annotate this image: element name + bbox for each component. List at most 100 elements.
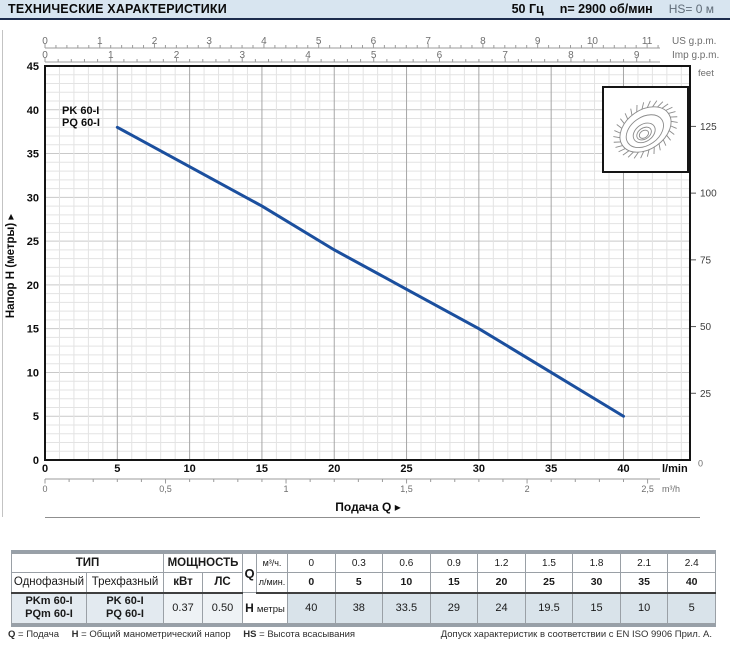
speed-value: n= 2900 об/мин xyxy=(559,2,653,16)
svg-text:4: 4 xyxy=(305,50,311,61)
kw-value: 0.37 xyxy=(163,592,203,624)
svg-text:0: 0 xyxy=(42,50,48,61)
svg-text:PQ 60-I: PQ 60-I xyxy=(62,117,100,129)
svg-text:7: 7 xyxy=(425,36,431,47)
h-m-cell: 19.5 xyxy=(524,592,574,624)
q-lmin-cell: 15 xyxy=(429,572,479,594)
svg-text:PK 60-I: PK 60-I xyxy=(62,105,99,117)
svg-text:m³/h: m³/h xyxy=(662,484,680,494)
h-m-cell: 5 xyxy=(667,592,716,624)
svg-text:2: 2 xyxy=(174,50,180,61)
q-m3h-cell: 0.3 xyxy=(334,553,384,573)
q-lmin-cell: 40 xyxy=(667,572,716,594)
frequency-value: 50 Гц xyxy=(511,2,544,16)
svg-text:9: 9 xyxy=(634,50,640,61)
svg-text:5: 5 xyxy=(33,411,39,423)
svg-text:125: 125 xyxy=(700,122,717,133)
svg-text:0,5: 0,5 xyxy=(159,484,172,494)
impeller-diagram xyxy=(602,86,689,173)
three-phase-models: PK 60-I PQ 60-I xyxy=(86,592,164,624)
q-unit-m3h: м³/ч. xyxy=(256,553,288,573)
spec-table: ТИП МОЩНОСТЬ Q м³/ч. 0 0.3 0.6 0.9 1.2 1… xyxy=(11,550,716,627)
grid xyxy=(45,66,690,460)
svg-text:5: 5 xyxy=(114,463,120,475)
hp-value: 0.50 xyxy=(202,592,243,624)
power-header: МОЩНОСТЬ xyxy=(163,553,243,573)
svg-text:35: 35 xyxy=(27,149,39,161)
svg-text:1: 1 xyxy=(284,484,289,494)
q-m3h-cell: 0 xyxy=(287,553,336,573)
h-m-cell: 40 xyxy=(287,592,336,624)
svg-text:2: 2 xyxy=(152,36,158,47)
q-m3h-cell: 0.9 xyxy=(429,553,479,573)
svg-text:0: 0 xyxy=(42,463,48,475)
left-axis-meters: 0 5 10 15 20 25 30 35 40 45 Напор H (метры) ▸ xyxy=(5,61,39,467)
curve-label: PK 60-IPQ 60-I xyxy=(62,105,100,129)
q-m3h-cell: 2.1 xyxy=(619,553,669,573)
svg-text:20: 20 xyxy=(328,463,340,475)
svg-text:US g.p.m.: US g.p.m. xyxy=(672,36,716,47)
q-lmin-cell: 35 xyxy=(619,572,669,594)
svg-text:30: 30 xyxy=(473,463,485,475)
chart-frame xyxy=(44,65,691,461)
tolerance-note: Допуск характеристик в соответствии с EN… xyxy=(440,629,712,640)
svg-text:20: 20 xyxy=(27,280,39,292)
q-m3h-cell: 1.8 xyxy=(572,553,621,573)
svg-text:8: 8 xyxy=(480,36,486,47)
svg-text:11: 11 xyxy=(642,36,653,47)
h-m-cell: 15 xyxy=(572,592,621,624)
q-lmin-cell: 10 xyxy=(382,572,431,594)
svg-text:1: 1 xyxy=(108,50,114,61)
svg-text:10: 10 xyxy=(587,36,599,47)
svg-text:40: 40 xyxy=(27,105,39,117)
q-row-label: Q xyxy=(242,553,257,593)
svg-text:0: 0 xyxy=(42,484,47,494)
svg-text:30: 30 xyxy=(27,192,39,204)
h-m-cell: 38 xyxy=(334,592,384,624)
page-title: ТЕХНИЧЕСКИЕ ХАРАКТЕРИСТИКИ xyxy=(8,2,227,16)
svg-text:15: 15 xyxy=(27,324,39,336)
svg-text:l/min: l/min xyxy=(662,463,688,475)
q-lmin-cell: 30 xyxy=(572,572,621,594)
q-unit-lmin: л/мин. xyxy=(256,572,288,594)
three-phase-header: Трехфазный xyxy=(86,572,164,594)
bottom-axis-lmin: 0 5 10 15 20 25 30 35 40 l/min xyxy=(42,463,688,475)
q-m3h-cell: 1.5 xyxy=(524,553,574,573)
svg-text:0: 0 xyxy=(42,36,48,47)
single-phase-models: PKm 60-I PQm 60-I xyxy=(11,592,87,624)
h-m-cell: 33.5 xyxy=(382,592,431,624)
svg-text:4: 4 xyxy=(261,36,267,47)
h-m-cell: 24 xyxy=(477,592,526,624)
svg-text:35: 35 xyxy=(545,463,557,475)
suction-head-value: HS= 0 м xyxy=(668,2,714,16)
single-phase-header: Однофазный xyxy=(11,572,87,594)
svg-text:0: 0 xyxy=(33,455,39,467)
svg-text:2,5: 2,5 xyxy=(641,484,654,494)
svg-text:75: 75 xyxy=(700,255,712,266)
hp-header: ЛС xyxy=(202,572,243,594)
header-bar: ТЕХНИЧЕСКИЕ ХАРАКТЕРИСТИКИ 50 Гц n= 2900… xyxy=(0,0,730,20)
q-lmin-cell: 25 xyxy=(524,572,574,594)
symbols-legend: Q = Подача H = Общий манометрический нап… xyxy=(8,629,356,640)
svg-text:15: 15 xyxy=(256,463,268,475)
bottom-axis-m3h: 0 0,5 1 1,5 2 2,5 m³/h xyxy=(42,478,680,494)
svg-text:25: 25 xyxy=(27,236,39,248)
svg-text:6: 6 xyxy=(371,36,377,47)
pump-curve-chart: 0 1 2 3 4 5 6 7 8 9 10 11 US g.p.m.0 1 2 3 4 5 6 7 8 9 Imp g.p… xyxy=(2,30,719,518)
q-m3h-cell: 1.2 xyxy=(477,553,526,573)
q-lmin-cell: 20 xyxy=(477,572,526,594)
top-axis-imp-gpm: 0 1 2 3 4 5 6 7 8 9 Imp g.p.m. xyxy=(42,50,719,63)
svg-text:1: 1 xyxy=(97,36,103,47)
footer: Q = Подача H = Общий манометрический нап… xyxy=(8,629,712,640)
svg-text:Imp g.p.m.: Imp g.p.m. xyxy=(672,50,719,61)
svg-text:40: 40 xyxy=(617,463,629,475)
pump-curve xyxy=(115,125,625,418)
svg-text:45: 45 xyxy=(27,61,39,73)
svg-text:9: 9 xyxy=(535,36,541,47)
svg-text:5: 5 xyxy=(371,50,377,61)
x-axis-title: Подача Q ▸ xyxy=(335,500,400,514)
svg-text:10: 10 xyxy=(27,367,39,379)
svg-text:100: 100 xyxy=(700,189,717,200)
